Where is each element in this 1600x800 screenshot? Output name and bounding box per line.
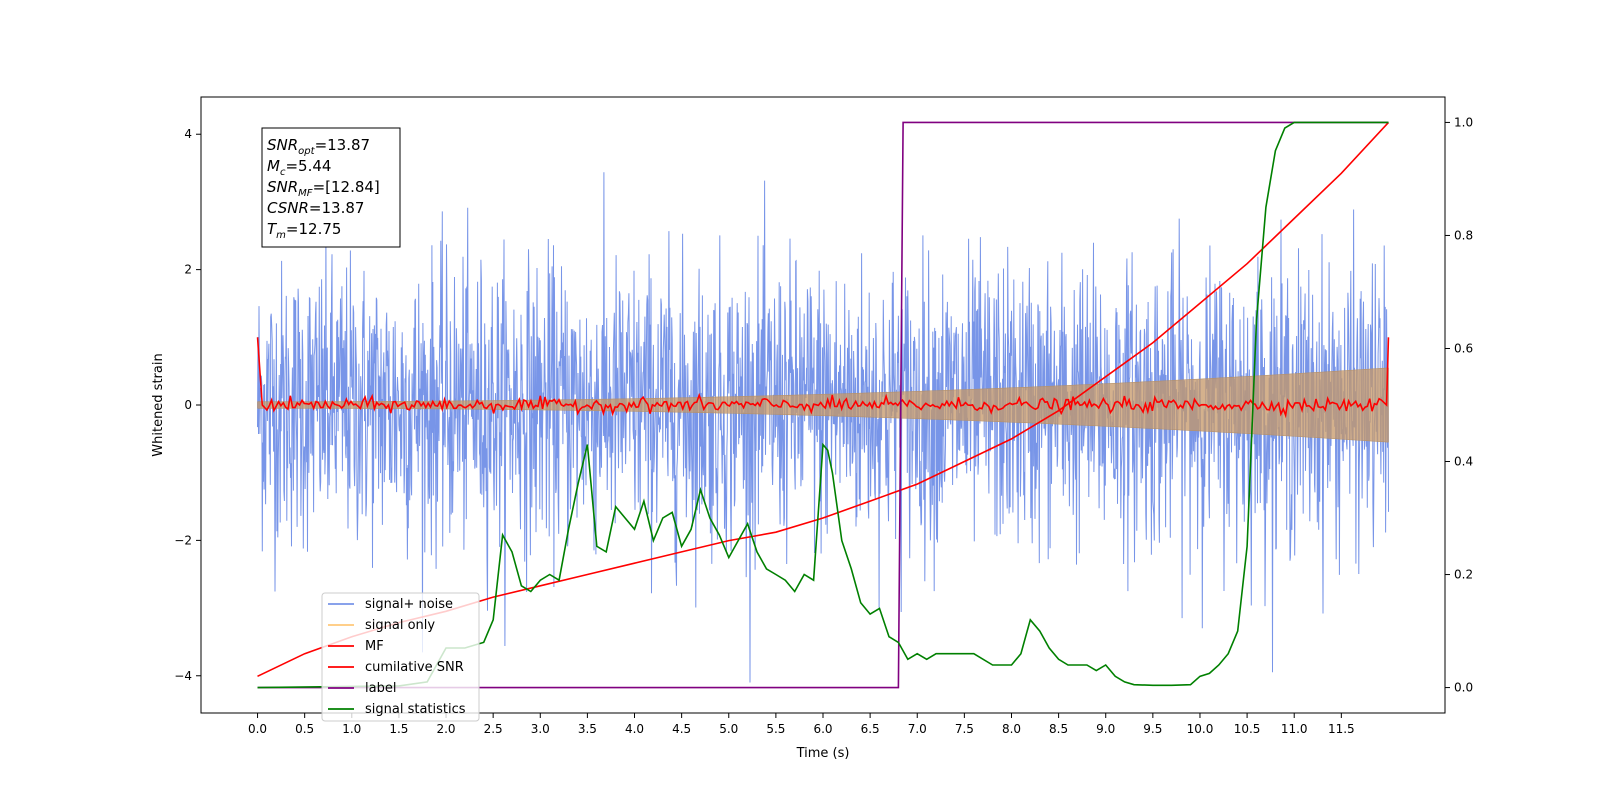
legend-label: label xyxy=(365,681,396,696)
x-tick-label: 4.0 xyxy=(625,722,644,736)
annotation-line: SNRMF=[12.84] xyxy=(267,178,380,199)
x-tick-label: 9.5 xyxy=(1143,722,1162,736)
x-tick-label: 11.0 xyxy=(1281,722,1308,736)
right-tick-label: 0.6 xyxy=(1454,341,1473,355)
x-tick-label: 2.0 xyxy=(436,722,455,736)
x-tick-label: 5.5 xyxy=(766,722,785,736)
annotation-frame xyxy=(261,127,401,248)
x-tick-label: 7.5 xyxy=(955,722,974,736)
x-axis-label: Time (s) xyxy=(796,746,850,761)
left-y-axis: −4 −2 0 2 4 xyxy=(174,127,201,683)
x-tick-label: 8.0 xyxy=(1002,722,1021,736)
x-tick-label: 10.5 xyxy=(1234,722,1261,736)
x-tick-label: 8.5 xyxy=(1049,722,1068,736)
x-tick-label: 11.5 xyxy=(1328,722,1355,736)
series-mf xyxy=(256,337,1390,419)
x-tick-label: 3.0 xyxy=(531,722,550,736)
right-tick-label: 0.0 xyxy=(1454,681,1473,695)
legend-label: cumilative SNR xyxy=(365,660,464,675)
legend-frame xyxy=(321,592,480,722)
x-tick-label: 3.5 xyxy=(578,722,597,736)
annotation-line: Mc=5.44 xyxy=(267,157,331,178)
x-tick-label: 1.5 xyxy=(389,722,408,736)
left-tick-label: −2 xyxy=(174,533,192,547)
left-tick-label: −4 xyxy=(174,669,192,683)
legend: signal+ noise signal only MF cumilative SNR… xyxy=(321,592,480,722)
series-signal-statistics xyxy=(257,121,1389,689)
right-tick-label: 1.0 xyxy=(1454,115,1473,129)
x-tick-label: 0.5 xyxy=(295,722,314,736)
left-tick-label: 2 xyxy=(184,263,192,277)
annotation-line: CSNR=13.87 xyxy=(267,199,364,217)
x-tick-label: 9.0 xyxy=(1096,722,1115,736)
left-tick-label: 4 xyxy=(184,127,192,141)
x-tick-label: 7.0 xyxy=(908,722,927,736)
legend-label: signal statistics xyxy=(365,702,466,717)
x-tick-label: 5.0 xyxy=(719,722,738,736)
x-tick-label: 4.5 xyxy=(672,722,691,736)
x-tick-label: 10.0 xyxy=(1187,722,1214,736)
x-tick-label: 1.0 xyxy=(342,722,361,736)
annotation-line: Tm=12.75 xyxy=(267,220,341,241)
x-axis: 0.0 0.5 1.0 1.5 2.0 2.5 3.0 3.5 4.0 4.5 5.0 5.5 6.0 6… xyxy=(248,713,1355,736)
legend-label: signal+ noise xyxy=(365,597,453,612)
right-tick-label: 0.4 xyxy=(1454,455,1473,469)
x-tick-label: 6.0 xyxy=(813,722,832,736)
right-tick-label: 0.8 xyxy=(1454,228,1473,242)
x-tick-label: 6.5 xyxy=(861,722,880,736)
annotation-line: SNRopt=13.87 xyxy=(267,136,370,157)
x-tick-label: 0.0 xyxy=(248,722,267,736)
y-axis-label: Whitened strain xyxy=(151,353,166,456)
legend-label: MF xyxy=(365,639,384,654)
annotation-box: SNRopt=13.87Mc=5.44SNRMF=[12.84]CSNR=13.… xyxy=(261,127,401,248)
legend-label: signal only xyxy=(365,618,435,633)
right-y-axis: 0.0 0.2 0.4 0.6 0.8 1.0 xyxy=(1445,115,1473,695)
x-tick-label: 2.5 xyxy=(484,722,503,736)
right-tick-label: 0.2 xyxy=(1454,568,1473,582)
left-tick-label: 0 xyxy=(184,398,192,412)
series-label xyxy=(257,121,1389,689)
